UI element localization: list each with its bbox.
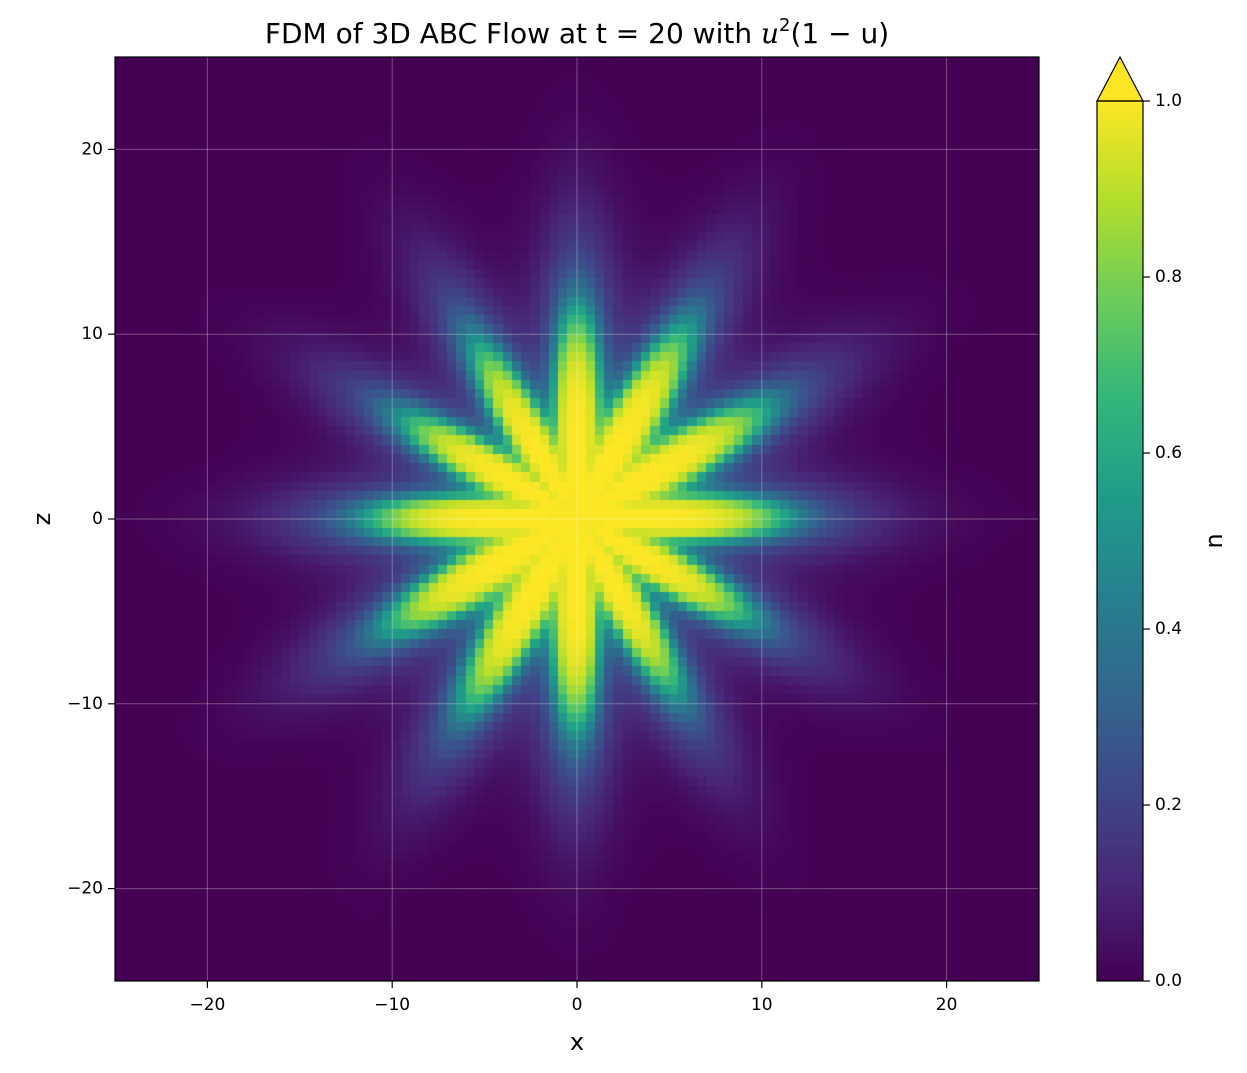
x-tick-label-1: −10 [374, 995, 410, 1015]
colorbar-label: u [1203, 533, 1231, 548]
y-tick-label-0: −20 [67, 879, 103, 899]
chart-title: FDM of 3D ABC Flow at t = 20 with u2(1 −… [265, 15, 889, 50]
colorbar-tick-label-0: 0.0 [1155, 971, 1182, 991]
colorbar-tick-label-4: 0.8 [1155, 267, 1182, 287]
x-axis-ticks: −20 −10 0 10 20 [189, 981, 957, 1015]
y-axis-label: z [28, 513, 56, 526]
colorbar-frame [1096, 100, 1144, 982]
x-tick-label-3: 10 [751, 995, 773, 1015]
y-tick-label-3: 10 [81, 324, 103, 344]
y-axis-ticks: −20 −10 0 10 20 [67, 139, 115, 899]
y-tick-label-4: 20 [81, 139, 103, 159]
title-math-base: u [761, 17, 779, 50]
y-tick-label-1: −10 [67, 694, 103, 714]
colorbar-gradient [1097, 101, 1143, 981]
title-math-exponent: 2 [779, 15, 790, 36]
colorbar-extend-arrow [1096, 55, 1144, 102]
gridlines [115, 57, 1039, 981]
colorbar-tick-label-5: 1.0 [1155, 91, 1182, 111]
y-tick-label-2: 0 [92, 509, 103, 529]
heatmap-image [115, 57, 1039, 981]
colorbar-tick-label-2: 0.4 [1155, 619, 1182, 639]
x-tick-label-0: −20 [189, 995, 225, 1015]
colorbar-ticks: 0.0 0.2 0.4 0.6 0.8 1.0 [1143, 91, 1182, 991]
colorbar-tick-label-3: 0.6 [1155, 443, 1182, 463]
title-math-rest: (1 − u) [790, 17, 889, 50]
x-axis-label: x [570, 1028, 584, 1056]
x-tick-label-2: 0 [572, 995, 583, 1015]
title-text-plain: FDM of 3D ABC Flow at t = 20 with [265, 17, 761, 50]
x-tick-label-4: 20 [936, 995, 958, 1015]
colorbar-tick-label-1: 0.2 [1155, 795, 1182, 815]
